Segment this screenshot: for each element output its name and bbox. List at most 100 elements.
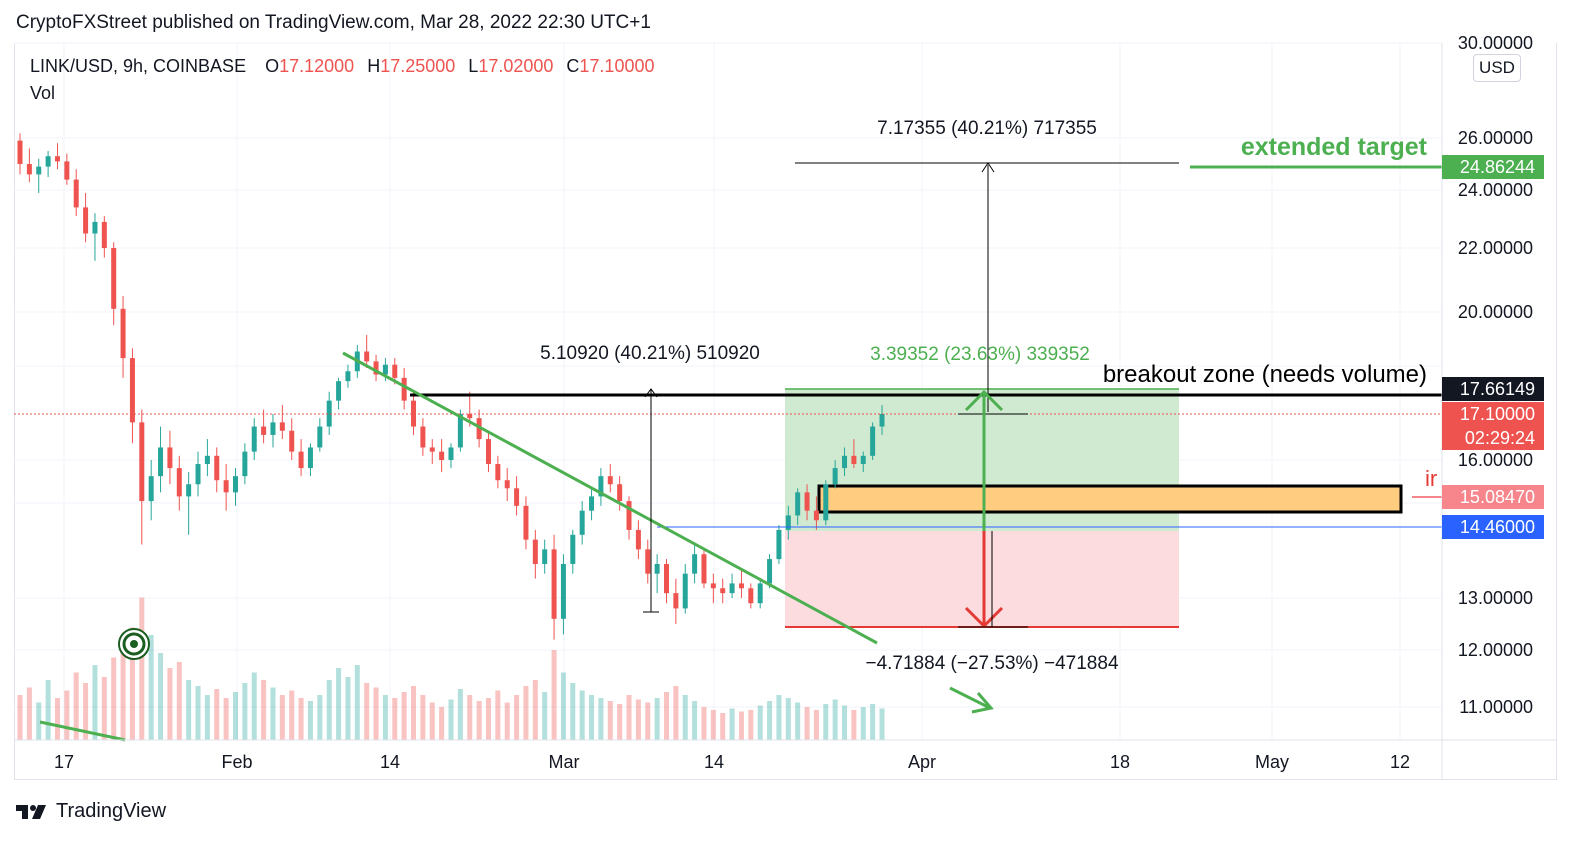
price-tag [1442, 402, 1544, 426]
volume-bar [879, 708, 885, 740]
volume-bar [551, 650, 557, 740]
trendline [342, 351, 878, 645]
volume-bar [673, 686, 679, 740]
volume-bar [654, 698, 660, 740]
volume-bar [776, 695, 782, 740]
volume-bar [710, 710, 716, 740]
candle [129, 348, 135, 444]
candle [767, 554, 773, 589]
volume-bar [504, 702, 510, 740]
y-tick-label: 22.00000 [1458, 238, 1533, 258]
volume-bar [233, 692, 238, 740]
price-tag-label: 24.86244 [1460, 157, 1535, 177]
volume-bar [326, 680, 332, 740]
volume-bar [261, 680, 267, 740]
volume-bar [204, 695, 210, 740]
volume-bar [279, 695, 285, 740]
candle [439, 439, 445, 473]
candle [54, 143, 60, 170]
candle [26, 148, 32, 183]
volume-bar [823, 704, 829, 740]
extended-target-label: extended target [1241, 133, 1428, 161]
volume-bar [795, 702, 801, 740]
volume-bar [757, 705, 763, 740]
orange-zone [817, 484, 1403, 514]
x-tick-label: Apr [908, 752, 936, 772]
candle [832, 460, 838, 489]
candle [289, 418, 295, 460]
volume-bar [289, 690, 295, 740]
candle [73, 169, 79, 217]
volume-bar [411, 686, 417, 740]
volume-bar [251, 672, 257, 740]
volume-bar [54, 698, 60, 740]
zone-cut-label: ir [1425, 466, 1437, 491]
x-tick-label: Feb [221, 752, 252, 772]
volume-bar [73, 672, 79, 740]
candle [364, 335, 370, 368]
y-tick-label: 26.00000 [1458, 128, 1533, 148]
volume-bar [860, 707, 866, 740]
candle [317, 418, 323, 452]
candle [401, 367, 407, 410]
candle [204, 439, 210, 477]
candle [270, 414, 276, 448]
symbol-label[interactable]: LINK/USD, 9h, COINBASE [30, 56, 247, 76]
tradingview-logo-icon [16, 804, 46, 819]
candle [326, 391, 332, 435]
volume-bar [139, 597, 145, 740]
price-tag-label: 15.08470 [1460, 487, 1535, 507]
candle [738, 568, 744, 598]
price-tag [1442, 515, 1544, 539]
volume-bar [298, 698, 304, 740]
candle [233, 468, 238, 506]
volume-bar [579, 690, 585, 740]
y-tick-label: 11.00000 [1459, 697, 1533, 717]
candle [710, 573, 716, 604]
candle [795, 488, 801, 526]
volume-bar [598, 698, 604, 740]
volume-bar [345, 677, 351, 740]
candle [420, 418, 426, 456]
volume-bar [729, 708, 735, 740]
volume-bar [45, 680, 51, 740]
x-tick-label: 12 [1390, 752, 1410, 772]
open-value: 17.12000 [279, 56, 355, 76]
volume-bar [457, 689, 463, 740]
currency-button[interactable]: USD [1473, 54, 1521, 82]
volume-bar [176, 662, 182, 740]
candle [514, 476, 520, 516]
candle [111, 242, 117, 326]
y-tick-label: 30.00000 [1458, 33, 1533, 53]
candle [336, 377, 342, 410]
volume-bar [101, 677, 107, 740]
candle [542, 539, 548, 574]
candle [195, 451, 201, 497]
volume-label[interactable]: Vol [30, 83, 56, 103]
candle [64, 153, 70, 185]
target-icon [118, 628, 150, 660]
candles [17, 133, 885, 640]
candle [504, 468, 510, 502]
price-tag [1442, 426, 1544, 450]
volume-bar [242, 683, 248, 740]
candle [879, 405, 885, 435]
loss-zone [785, 531, 1179, 627]
candle [645, 539, 651, 584]
chart-frame [14, 43, 1557, 780]
price-tag [1442, 377, 1544, 401]
volume-bar [542, 692, 548, 740]
volume-bar [373, 687, 379, 740]
x-tick-label: May [1255, 752, 1289, 772]
candle [551, 534, 557, 640]
x-tick-label: 14 [704, 752, 724, 772]
y-tick-label: 20.00000 [1458, 302, 1533, 322]
candle [560, 554, 566, 635]
candle [813, 496, 819, 530]
volume-bar [167, 668, 173, 740]
y-axis: 30.00000 26.00000 24.00000 22.00000 20.00000… [1458, 33, 1533, 717]
candle [242, 443, 248, 485]
footer-brand[interactable]: TradingView [16, 800, 166, 823]
candle [776, 525, 782, 564]
